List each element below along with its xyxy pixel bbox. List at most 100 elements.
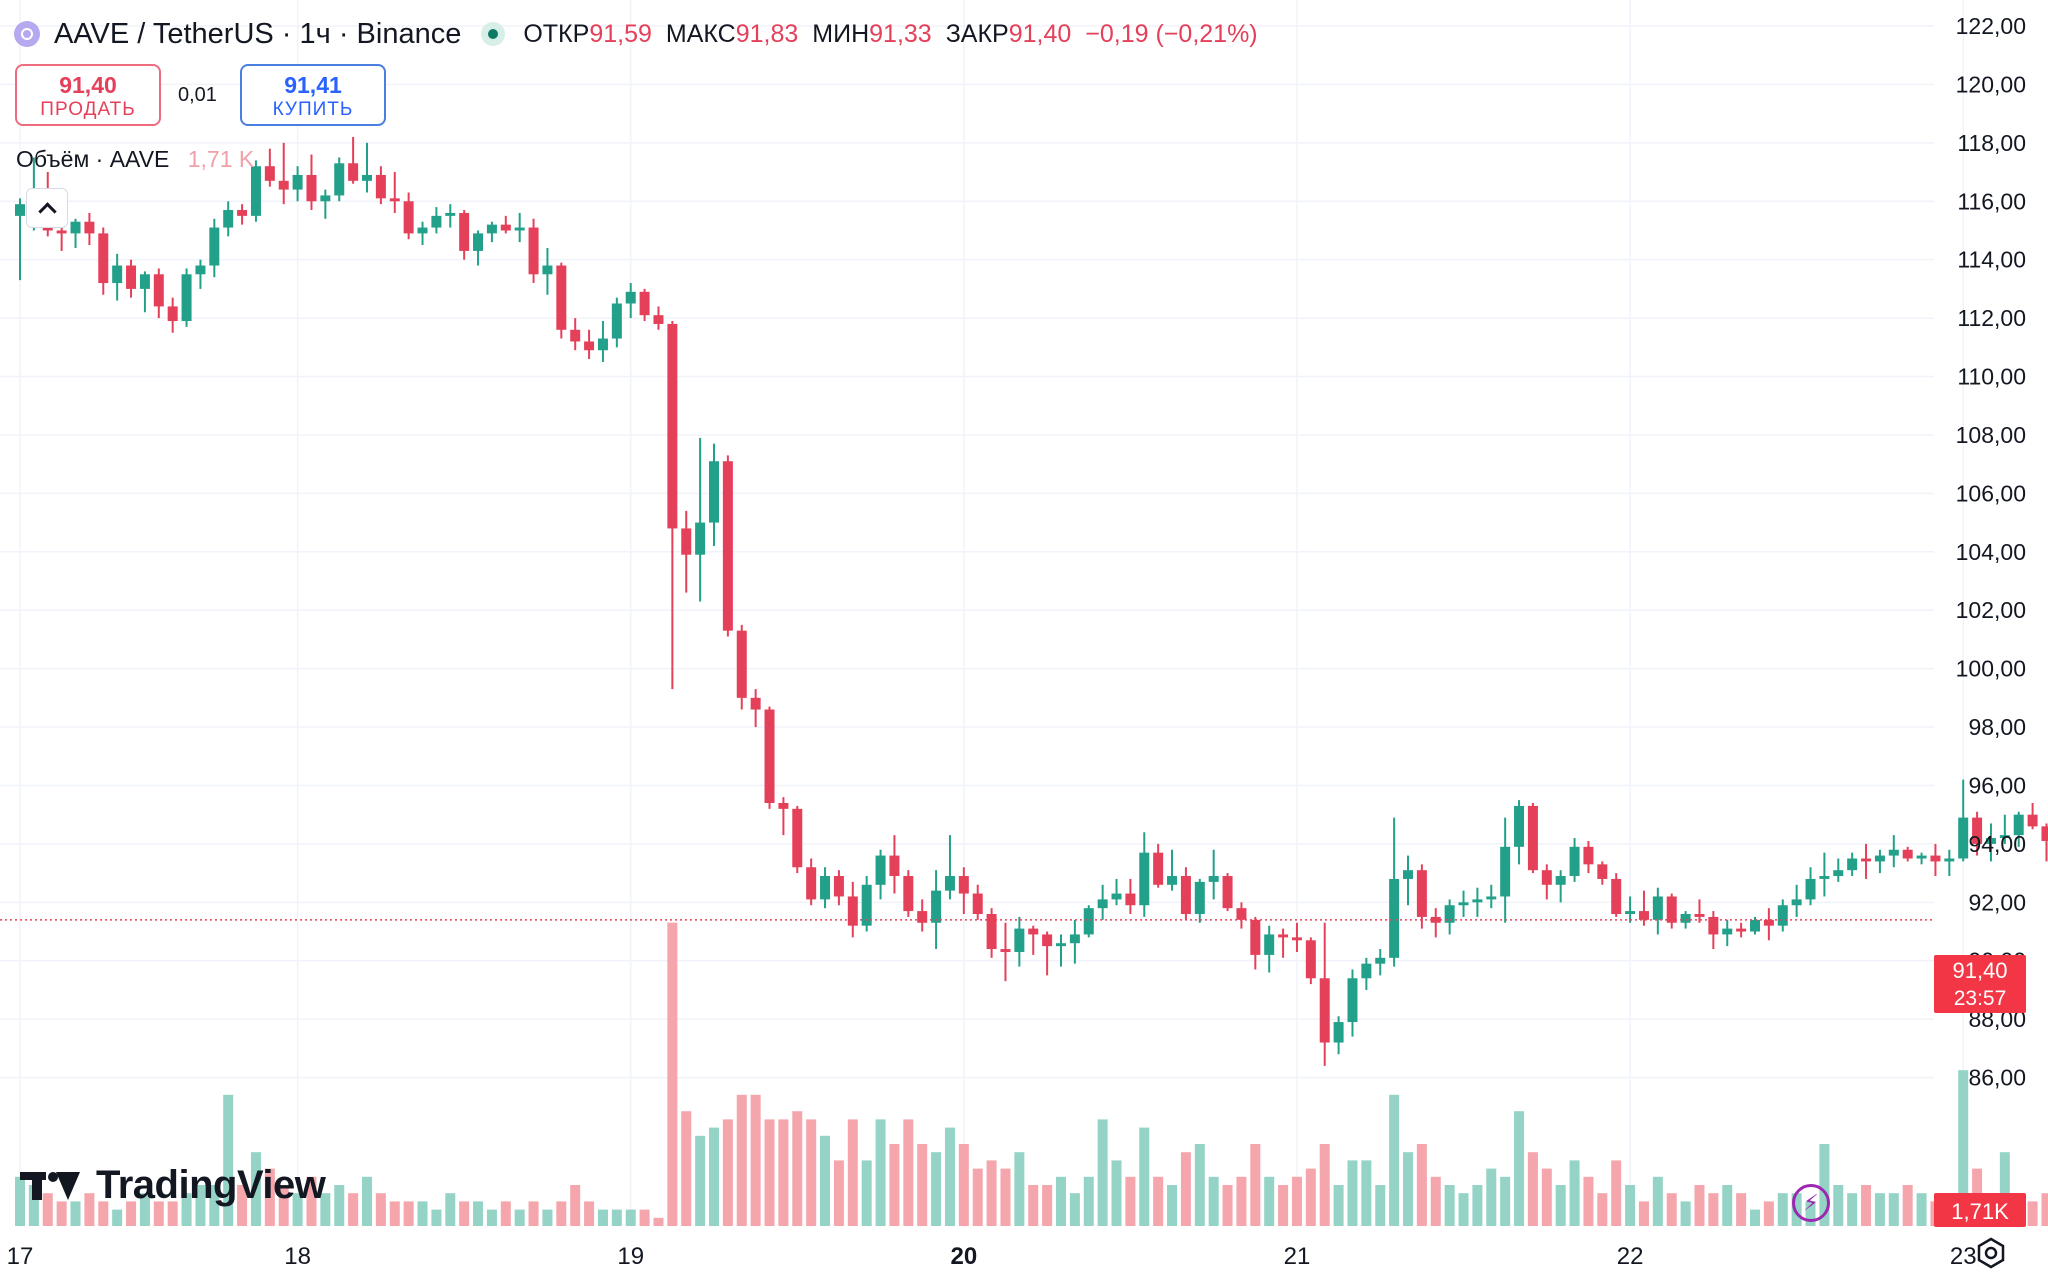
chevron-up-icon[interactable] xyxy=(26,188,68,228)
candle-body xyxy=(264,166,275,181)
sell-button[interactable]: 91,40 ПРОДАТЬ xyxy=(15,64,161,126)
candle-body xyxy=(84,221,95,234)
volume-bar xyxy=(1736,1193,1747,1226)
candle-body xyxy=(431,215,442,228)
candle-body xyxy=(903,876,914,912)
candle-body xyxy=(1722,928,1733,935)
candle-body xyxy=(778,803,789,809)
time-axis: 17 18 19 20 21 22 23 xyxy=(7,1243,1977,1270)
candle-body xyxy=(306,174,317,202)
tradingview-logo[interactable]: TradingView xyxy=(20,1163,326,1208)
volume-bar xyxy=(1722,1185,1733,1226)
volume-bar xyxy=(1014,1152,1025,1226)
candle-body xyxy=(1180,876,1191,914)
candle-body xyxy=(375,174,386,199)
price-tick-label: 86,00 xyxy=(1968,1065,2026,1091)
volume-bar xyxy=(389,1201,400,1226)
volume-bar xyxy=(1555,1185,1566,1226)
volume-legend-value: 1,71 K xyxy=(187,146,255,172)
candle-body xyxy=(1333,1022,1344,1043)
volume-bar xyxy=(1264,1176,1275,1226)
volume-bar xyxy=(847,1119,858,1226)
volume-bar xyxy=(1111,1160,1122,1226)
candle-body xyxy=(1444,905,1455,923)
candle-body xyxy=(1597,864,1608,879)
candle-body xyxy=(167,306,178,322)
candle-body xyxy=(597,338,608,351)
volume-bar xyxy=(2041,1193,2048,1226)
volume-bar xyxy=(833,1160,844,1226)
volume-legend-label: Объём · AAVE xyxy=(16,146,170,172)
candle-body xyxy=(847,896,858,926)
volume-bar xyxy=(1888,1193,1899,1226)
price-tick-label: 100,00 xyxy=(1956,656,2026,682)
volume-bar xyxy=(1999,1152,2010,1226)
volume-bar xyxy=(15,1176,25,1226)
candle-body xyxy=(1291,937,1302,941)
volume-bar xyxy=(1958,1070,1969,1226)
volume-bar xyxy=(264,1168,275,1226)
volume-bar xyxy=(653,1217,664,1226)
price-tick-label: 118,00 xyxy=(1957,130,2026,156)
candle-body xyxy=(1083,908,1094,935)
change-value: −0,19 (−0,21%) xyxy=(1085,19,1258,48)
high-label: МАКС xyxy=(665,19,736,48)
volume-bar xyxy=(1403,1152,1413,1226)
volume-bar xyxy=(403,1201,414,1226)
buy-button[interactable]: 91,41 КУПИТЬ xyxy=(240,64,386,126)
volume-bar xyxy=(639,1209,650,1226)
volume-bar xyxy=(1305,1168,1316,1226)
candle-body xyxy=(112,265,123,284)
candle-body xyxy=(1139,852,1150,906)
volume-legend[interactable]: Объём · AAVE 1,71 K xyxy=(16,146,254,173)
candle-body xyxy=(917,911,928,923)
candle-body xyxy=(334,163,345,196)
lightning-icon[interactable]: ⚡ xyxy=(1792,1184,1830,1222)
volume-bar xyxy=(1514,1111,1525,1226)
volume-bar xyxy=(1597,1193,1608,1226)
volume-bar xyxy=(1208,1176,1219,1226)
candle-body xyxy=(1958,817,1969,859)
candle-body xyxy=(1944,858,1955,862)
candle-body xyxy=(500,224,511,231)
volume-bar xyxy=(1000,1168,1011,1226)
volume-bar xyxy=(1874,1193,1885,1226)
candle-body xyxy=(736,630,747,698)
price-tick-label: 104,00 xyxy=(1956,539,2026,565)
volume-bar xyxy=(1389,1094,1400,1226)
volume-bar xyxy=(209,1185,220,1226)
price-tick-label: 114,00 xyxy=(1957,247,2026,273)
last-price-tag: 91,40 23:57 xyxy=(1934,955,2026,1013)
volume-bar xyxy=(972,1168,983,1226)
volume-bar xyxy=(473,1201,484,1226)
candle-body xyxy=(889,855,900,877)
candle-body xyxy=(1985,838,1996,844)
candle-body xyxy=(792,808,803,868)
volume-bar xyxy=(1625,1185,1636,1226)
candle-body xyxy=(528,227,539,275)
volume-bar xyxy=(167,1201,178,1226)
candle-body xyxy=(1583,846,1594,865)
candle-body xyxy=(695,522,706,555)
open-label: ОТКР xyxy=(523,19,590,48)
volume-bar xyxy=(695,1135,706,1226)
gear-icon[interactable] xyxy=(1974,1236,2008,1270)
candle-body xyxy=(1236,908,1247,920)
volume-bar xyxy=(625,1209,636,1226)
candle-body xyxy=(681,528,692,555)
candle-body xyxy=(750,697,761,710)
volume-tag-value: 1,71K xyxy=(1951,1199,2009,1224)
symbol-title[interactable]: AAVE / TetherUS · 1ч · Binance xyxy=(54,17,462,50)
candle-body xyxy=(195,265,206,275)
volume-bar xyxy=(556,1201,567,1226)
candle-body xyxy=(1361,963,1372,979)
volume-bar xyxy=(764,1119,775,1226)
volume-bar xyxy=(320,1193,331,1226)
volume-tag: 1,71K xyxy=(1934,1193,2026,1227)
candle-body xyxy=(348,163,359,181)
volume-bar xyxy=(98,1201,109,1226)
candle-body xyxy=(570,329,581,342)
symbol-header: AAVE / TetherUS · 1ч · Binance ОТКР 91,5… xyxy=(14,12,1272,56)
sell-price: 91,40 xyxy=(59,72,117,98)
